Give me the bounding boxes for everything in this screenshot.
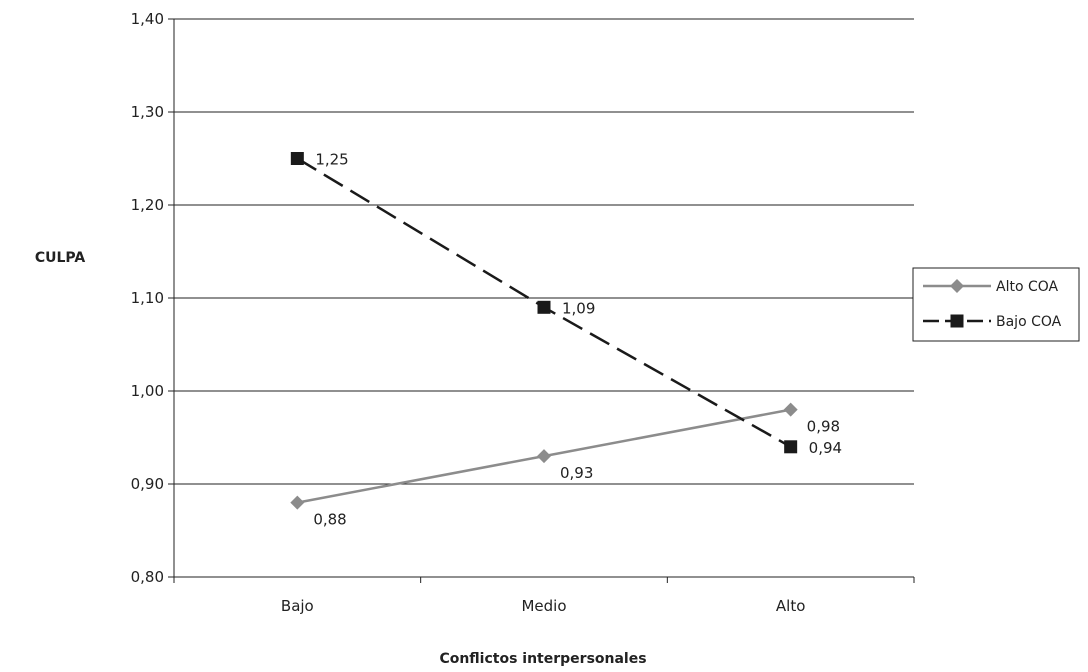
- legend-label: Bajo COA: [996, 314, 1062, 330]
- data-label: 1,09: [562, 299, 595, 317]
- data-point-marker: [537, 300, 551, 314]
- x-tick-label: Medio: [521, 597, 566, 615]
- data-label: 0,93: [560, 464, 593, 482]
- y-tick-label: 1,30: [131, 103, 164, 121]
- y-tick-label: 1,20: [131, 196, 164, 214]
- x-tick-label: Alto: [776, 597, 806, 615]
- legend-label: Alto COA: [996, 279, 1059, 295]
- data-point-marker: [537, 449, 551, 464]
- gridlines: [174, 18, 914, 578]
- y-tick-label: 0,90: [131, 475, 164, 493]
- data-label: 0,98: [807, 418, 840, 436]
- series-layer: [290, 152, 798, 510]
- data-point-marker: [783, 402, 798, 417]
- legend-marker: [950, 314, 964, 328]
- data-label: 1,25: [315, 151, 348, 169]
- y-tick-label: 1,00: [131, 382, 164, 400]
- series-2: [290, 152, 798, 454]
- data-labels: 0,88 0,93 0,98 1,25 1,09 0,94: [313, 151, 842, 529]
- y-tick-label: 1,40: [131, 10, 164, 28]
- legend-marker: [950, 279, 964, 293]
- x-axis-title: Conflictos interpersonales: [439, 651, 646, 667]
- data-label: 0,94: [809, 439, 842, 457]
- y-tick-label: 1,10: [131, 289, 164, 307]
- legend-box: [912, 267, 1080, 342]
- data-label: 0,88: [313, 511, 346, 529]
- legend: Alto COA Bajo COA: [912, 267, 1080, 342]
- axes: 0,80 0,90 1,00 1,10 1,20 1,30 1,40 Bajo Medio Alt…: [131, 10, 915, 615]
- y-axis-title: CULPA: [35, 250, 86, 266]
- data-point-marker: [290, 495, 305, 510]
- x-tick-label: Bajo: [281, 597, 314, 615]
- data-point-marker: [784, 440, 798, 454]
- series-1: [290, 402, 798, 510]
- y-tick-label: 0,80: [131, 568, 164, 586]
- data-point-marker: [290, 152, 304, 165]
